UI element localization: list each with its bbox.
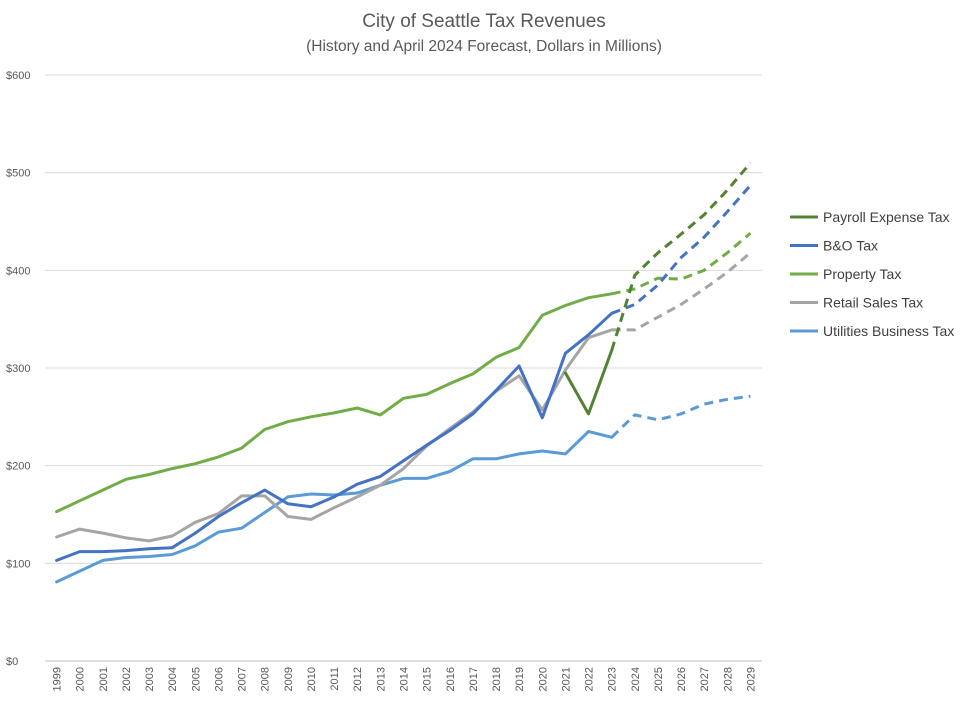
x-tick-label: 2007 [237, 667, 249, 691]
x-tick-label: 2019 [514, 667, 526, 691]
x-axis-ticks: 1999 2000 2001 2002 2003 2004 2005 2006 2007 2008… [52, 667, 758, 691]
y-tick-label: $400 [6, 265, 30, 277]
x-tick-label: 2010 [306, 667, 318, 691]
legend-label-utilities-business-tax: Utilities Business Tax [823, 323, 954, 339]
legend-label-payroll-expense-tax: Payroll Expense Tax [823, 209, 950, 225]
legend-label-property-tax: Property Tax [823, 266, 901, 282]
x-tick-label: 2023 [607, 667, 619, 691]
chart-subtitle: (History and April 2024 Forecast, Dollar… [306, 38, 662, 55]
series-line-property-tax-history [55, 292, 614, 514]
x-tick-label: 2016 [445, 667, 457, 691]
x-tick-label: 2026 [676, 667, 688, 691]
series-line-retail-sales-tax-forecast [611, 251, 752, 332]
legend-label-bando-tax: B&O Tax [823, 238, 878, 254]
legend-label-retail-sales-tax: Retail Sales Tax [823, 295, 923, 311]
series-line-bando-tax-forecast [611, 184, 752, 315]
series-line-utilities-business-tax-history [55, 430, 614, 584]
x-tick-label: 2018 [491, 667, 503, 691]
x-tick-label: 2005 [190, 667, 202, 691]
x-tick-label: 2006 [213, 667, 225, 691]
x-tick-label: 2003 [144, 667, 156, 691]
x-tick-label: 2009 [283, 667, 295, 691]
y-tick-label: $500 [6, 168, 30, 180]
series-line-payroll-expense-tax-forecast [610, 161, 752, 351]
x-tick-label: 2015 [422, 667, 434, 691]
y-axis-ticks: $0 $100 $200 $300 $400 $500 $600 [6, 70, 30, 668]
x-tick-label: 2001 [98, 667, 110, 691]
x-tick-label: 2014 [399, 667, 411, 691]
series-line-bando-tax-history [55, 311, 614, 562]
y-tick-label: $200 [6, 461, 30, 473]
legend: Payroll Expense Tax B&O Tax Property Tax Re… [790, 209, 954, 339]
x-tick-label: 2013 [375, 667, 387, 691]
x-tick-label: 2021 [560, 667, 572, 691]
y-tick-label: $0 [6, 656, 18, 668]
x-tick-label: 2017 [468, 667, 480, 691]
x-tick-label: 2008 [260, 667, 272, 691]
x-tick-label: 2012 [352, 667, 364, 691]
x-tick-label: 2027 [699, 667, 711, 691]
x-tick-label: 2004 [167, 667, 179, 691]
series-line-retail-sales-tax-history [55, 328, 614, 543]
series-lines [55, 161, 752, 584]
x-tick-label: 2011 [329, 667, 341, 691]
gridlines [45, 74, 762, 662]
y-tick-label: $300 [6, 363, 30, 375]
x-tick-label: 2002 [121, 667, 133, 691]
x-tick-label: 2029 [745, 667, 757, 691]
series-line-utilities-business-tax-forecast [610, 394, 751, 439]
series-line-property-tax-forecast [611, 232, 752, 296]
x-tick-label: 2024 [630, 667, 642, 691]
y-tick-label: $600 [6, 70, 30, 82]
x-tick-label: 2025 [653, 667, 665, 691]
x-tick-label: 2000 [75, 667, 87, 691]
x-tick-label: 2022 [584, 667, 596, 691]
x-tick-label: 1999 [52, 667, 64, 691]
x-tick-label: 2020 [537, 667, 549, 691]
x-tick-label: 2028 [722, 667, 734, 691]
y-tick-label: $100 [6, 558, 30, 570]
chart-title: City of Seattle Tax Revenues [362, 11, 606, 32]
series-line-payroll-expense-tax-history [563, 348, 614, 416]
